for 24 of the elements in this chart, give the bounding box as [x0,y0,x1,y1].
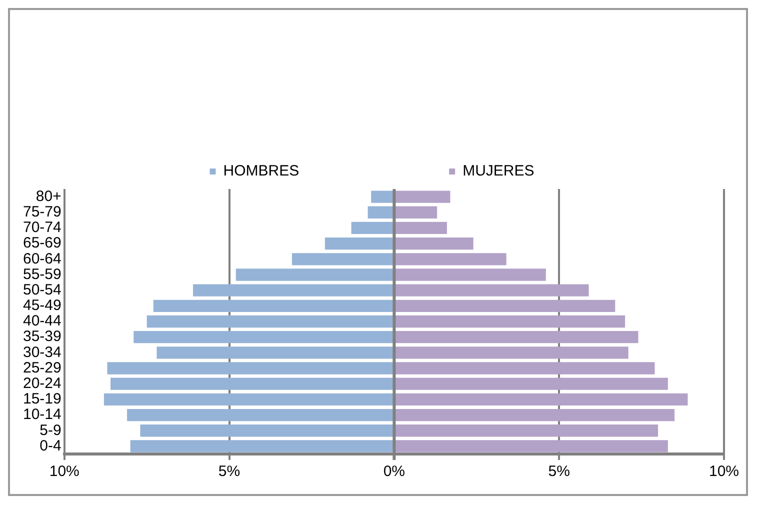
y-tick-label: 30-34 [22,344,62,361]
x-tick-label: 10% [708,463,740,480]
y-tick-label: 5-9 [40,422,62,439]
y-tick-label: 20-24 [22,374,62,392]
y-tick-label: 25-29 [22,359,62,376]
legend-label: MUJERES [462,162,534,180]
x-tick-label: 5% [548,463,570,480]
y-tick-label: 10-14 [22,406,62,424]
y-tick-label: 50-54 [22,281,62,298]
y-tick-label: 60-64 [22,250,62,268]
x-tick-label: 5% [218,463,240,480]
y-tick-label: 0-4 [40,437,62,454]
y-tick-label: 55-59 [22,266,62,283]
x-tick-label: 10% [49,463,80,480]
y-tick-label: 65-69 [22,234,62,252]
y-tick-label: 15-19 [22,390,62,408]
y-tick-label: 70-74 [22,219,62,236]
legend-label: HOMBRES [223,162,300,180]
y-tick-label: 35-39 [22,328,62,346]
x-tick-label: 0% [383,463,406,480]
y-tick-label: 75-79 [22,204,62,221]
y-tick-label: 40-44 [22,312,62,330]
y-tick-label: 45-49 [22,297,62,314]
y-tick-label: 80+ [36,188,62,205]
